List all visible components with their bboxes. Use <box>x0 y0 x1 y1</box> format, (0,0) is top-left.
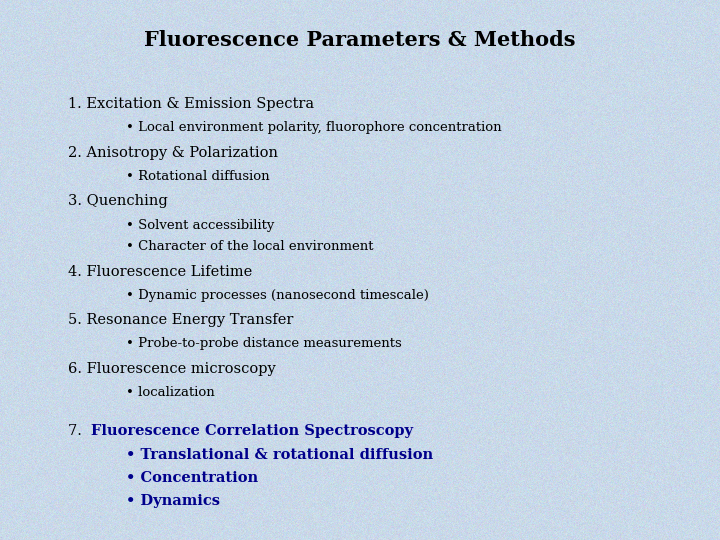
Text: 4. Fluorescence Lifetime: 4. Fluorescence Lifetime <box>68 265 253 279</box>
Text: Fluorescence Parameters & Methods: Fluorescence Parameters & Methods <box>144 30 576 50</box>
Text: • Local environment polarity, fluorophore concentration: • Local environment polarity, fluorophor… <box>126 122 502 134</box>
Text: 2. Anisotropy & Polarization: 2. Anisotropy & Polarization <box>68 146 279 160</box>
Text: • Translational & rotational diffusion: • Translational & rotational diffusion <box>126 448 433 462</box>
Text: • Solvent accessibility: • Solvent accessibility <box>126 219 274 232</box>
Text: • Character of the local environment: • Character of the local environment <box>126 240 374 253</box>
Text: • localization: • localization <box>126 386 215 399</box>
Text: 1. Excitation & Emission Spectra: 1. Excitation & Emission Spectra <box>68 97 315 111</box>
Text: Fluorescence Correlation Spectroscopy: Fluorescence Correlation Spectroscopy <box>91 424 413 438</box>
Text: 6. Fluorescence microscopy: 6. Fluorescence microscopy <box>68 362 276 376</box>
Text: 7.: 7. <box>68 424 87 438</box>
Text: • Dynamics: • Dynamics <box>126 494 220 508</box>
Text: • Concentration: • Concentration <box>126 471 258 485</box>
Text: • Rotational diffusion: • Rotational diffusion <box>126 170 269 183</box>
Text: • Probe-to-probe distance measurements: • Probe-to-probe distance measurements <box>126 338 402 350</box>
Text: 5. Resonance Energy Transfer: 5. Resonance Energy Transfer <box>68 313 294 327</box>
Text: • Dynamic processes (nanosecond timescale): • Dynamic processes (nanosecond timescal… <box>126 289 429 302</box>
Text: 3. Quenching: 3. Quenching <box>68 194 168 208</box>
